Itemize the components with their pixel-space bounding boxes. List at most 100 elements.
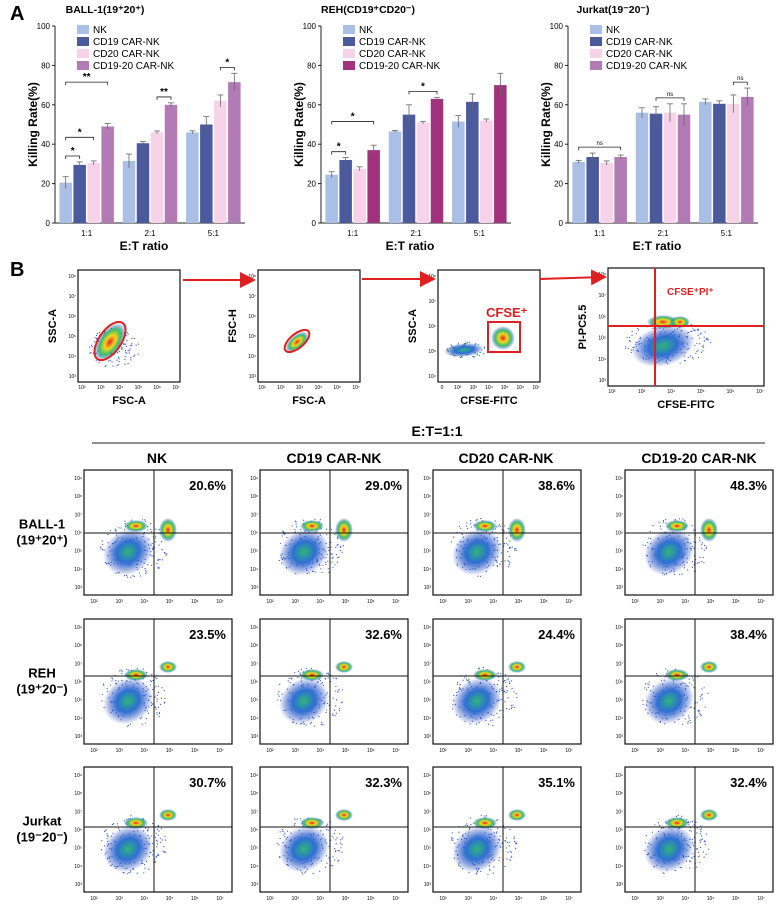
event-dot [479, 575, 482, 577]
event-dot [159, 559, 161, 561]
event-dot [127, 873, 129, 875]
y-tick-label: 10⁴ [428, 374, 436, 380]
y-tick-label: 10⁵ [250, 846, 258, 852]
event-dot [335, 546, 337, 549]
event-dot [324, 677, 326, 680]
x-tick-label: 10⁴ [141, 748, 149, 754]
event-dot [309, 723, 311, 725]
event-dot [505, 840, 507, 842]
event-dot [154, 696, 156, 698]
y-tick-label: 40 [554, 140, 563, 149]
event-dot [163, 702, 165, 704]
event-dot [508, 682, 511, 685]
event-dot [163, 851, 166, 853]
event-dot [659, 525, 662, 527]
event-dot [701, 560, 703, 563]
event-dot [294, 528, 296, 531]
event-dot [703, 549, 705, 551]
flow-plot: 23.5% 10² 10³ 10⁴ 10⁵ 10⁶ 10⁷ 10³ 10⁴ 10⁵ 10⁶ 10⁷ 10… [74, 618, 233, 754]
event-dot [505, 837, 508, 839]
event-dot [132, 575, 134, 577]
event-dot [331, 557, 333, 559]
significance-bracket [331, 121, 375, 125]
bar [572, 161, 585, 223]
event-dot [512, 704, 514, 706]
event-dot [332, 714, 334, 716]
event-dot [498, 859, 500, 862]
event-dot [151, 673, 153, 676]
event-dot [328, 845, 330, 847]
plot-frame [259, 766, 409, 893]
density-cluster [300, 520, 324, 532]
event-dot [483, 347, 486, 349]
x-tick-label: 10³ [292, 748, 300, 754]
event-dot [509, 555, 511, 557]
event-dot [129, 349, 131, 352]
event-dot [109, 359, 111, 361]
event-dot [456, 683, 459, 685]
event-dot [150, 680, 152, 682]
event-dot [499, 673, 502, 675]
event-dot [511, 855, 513, 857]
density-cluster [452, 825, 502, 873]
event-dot [628, 336, 631, 339]
gating-plot-1: 10² 10³ 10⁴ 10⁵ 10⁶ 10⁷10³10⁴10⁵10⁶10⁷10⁸FSC-… [227, 269, 361, 407]
event-dot [489, 720, 492, 722]
event-dot [334, 848, 336, 850]
x-tick-label: 2:1 [144, 229, 156, 238]
event-dot [645, 835, 647, 837]
density-cluster [300, 669, 324, 681]
event-dot [154, 541, 156, 543]
event-dot [137, 343, 139, 345]
legend-label: NK [606, 25, 620, 36]
significance-bracket [578, 146, 622, 151]
event-dot [699, 712, 701, 714]
y-tick-label: 10⁷ [429, 299, 437, 305]
event-dot [94, 337, 96, 339]
event-dot [164, 697, 166, 699]
event-dot [693, 541, 695, 543]
event-dot [691, 820, 694, 823]
event-dot [157, 691, 160, 694]
density-cluster [159, 661, 177, 673]
event-dot [663, 872, 665, 874]
event-dot [156, 854, 159, 857]
event-dot [662, 519, 665, 522]
y-tick-label: 10³ [599, 378, 607, 384]
event-dot [331, 561, 333, 563]
density-cluster [159, 809, 177, 821]
y-tick-label: 10⁹ [423, 476, 431, 482]
y-tick-label: 10³ [616, 585, 624, 591]
chart-title: Jurkat(19⁻20⁻) [577, 4, 650, 16]
event-dot [127, 724, 130, 727]
event-dot [701, 688, 703, 690]
x-tick-label: 10⁵ [515, 599, 523, 605]
event-dot [142, 668, 144, 670]
event-dot [497, 672, 499, 674]
flow-plot: 48.3% 10² 10³ 10⁴ 10⁵ 10⁶ 10⁷ 10³ 10⁴ 10⁵ 10⁶ 10⁷ 10… [615, 469, 774, 605]
event-dot [277, 699, 279, 701]
bar [480, 120, 493, 223]
bar [494, 85, 507, 223]
event-dot [327, 829, 329, 831]
event-dot [697, 856, 699, 858]
event-dot [299, 818, 302, 820]
event-dot [699, 846, 702, 849]
event-dot [282, 531, 285, 533]
event-dot [334, 709, 336, 711]
y-tick-label: 10⁶ [248, 314, 256, 320]
event-dot [121, 349, 123, 351]
event-dot [111, 361, 113, 363]
event-dot [699, 861, 701, 863]
legend-label: CD19-20 CAR-NK [606, 61, 687, 72]
panel-b-letter: B [10, 259, 24, 281]
event-dot [697, 328, 699, 330]
event-dot [507, 851, 509, 853]
event-dot [133, 575, 135, 578]
event-dot [682, 518, 684, 520]
event-dot [137, 353, 139, 355]
event-dot [509, 859, 511, 861]
event-dot [104, 366, 106, 368]
event-dot [335, 677, 337, 679]
event-dot [675, 815, 678, 818]
